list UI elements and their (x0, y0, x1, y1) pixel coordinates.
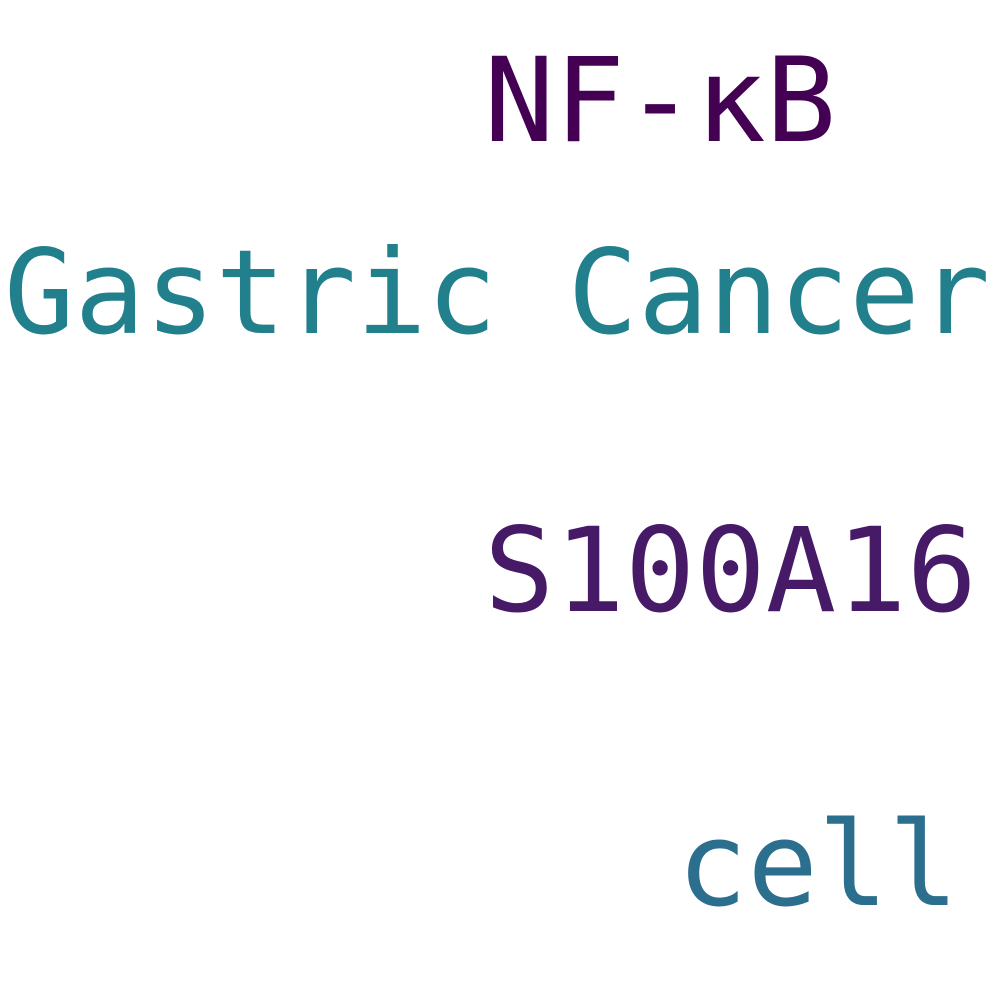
word-s100a16: S100A16 (484, 502, 978, 639)
word-cell: cell (677, 796, 959, 933)
word-nf-kb: NF-κB (484, 32, 837, 169)
word-gastric-cancer: Gastric Cancer (4, 224, 991, 361)
